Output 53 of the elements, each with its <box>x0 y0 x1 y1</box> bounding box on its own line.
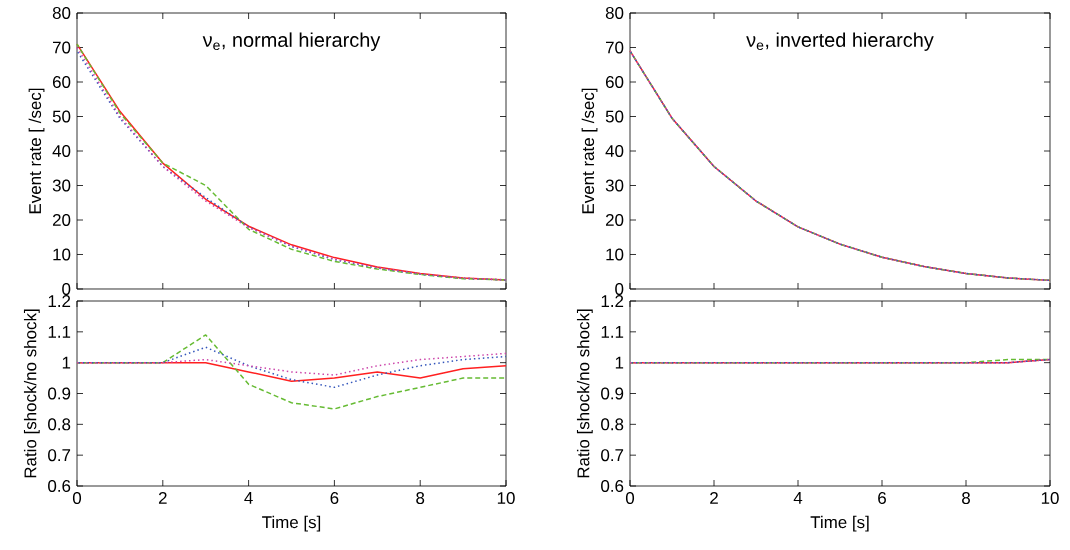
y-tick-label: 0.9 <box>601 387 624 400</box>
y-tick-label: 80 <box>605 7 624 19</box>
y-tick-label: 0.8 <box>601 418 624 431</box>
y-tick-label: 20 <box>605 214 624 226</box>
x-axis-title: Time [s] <box>810 515 869 532</box>
y-tick-label: 40 <box>605 145 624 157</box>
y-tick-label: 0.6 <box>601 480 624 492</box>
y-tick-label: 1 <box>615 356 624 369</box>
y-tick-label: 70 <box>52 41 71 54</box>
x-tick-label: 10 <box>497 492 515 505</box>
y-tick-label: 60 <box>52 76 71 88</box>
y-axis-title: Event rate [ /sec] <box>28 88 45 214</box>
x-tick-label: 4 <box>793 492 803 504</box>
y-tick-label: 40 <box>52 145 71 157</box>
y-tick-label: 0.6 <box>48 480 71 492</box>
y-tick-label: 0.7 <box>48 449 71 462</box>
y-tick-label: 1 <box>62 356 71 369</box>
y-tick-label: 0.7 <box>601 449 624 462</box>
x-tick-label: 6 <box>330 492 339 505</box>
y-axis-title: Event rate [ /sec] <box>581 88 598 214</box>
x-tick-label: 6 <box>878 492 886 505</box>
y-tick-label: 50 <box>52 110 71 123</box>
y-tick-label: 0.9 <box>48 387 71 400</box>
y-tick-label: 10 <box>606 248 624 261</box>
x-axis-title: Time [s] <box>262 515 321 532</box>
y-tick-label: 0.8 <box>48 418 71 431</box>
y-tick-label: 20 <box>52 214 71 226</box>
y-tick-label: 70 <box>606 41 624 54</box>
y-tick-label: 10 <box>53 248 71 261</box>
y-tick-label: 0 <box>62 283 71 295</box>
text: ν$_{e}$, normal hierarchy <box>202 32 381 51</box>
x-tick-label: 0 <box>625 492 635 505</box>
line-series <box>629 50 1051 282</box>
x-tick-label: 10 <box>1041 492 1059 505</box>
x-tick-label: 8 <box>416 492 425 505</box>
x-tick-label: 0 <box>72 492 82 505</box>
y-tick-label: 50 <box>605 110 624 123</box>
y-tick-label: 60 <box>605 76 624 88</box>
x-tick-label: 8 <box>962 492 970 505</box>
y-tick-label: 30 <box>605 179 624 192</box>
y-tick-label: 0 <box>615 283 624 295</box>
y-axis-title: Ratio [shock/no shock] <box>23 309 40 478</box>
y-tick-label: 1.2 <box>48 295 71 307</box>
y-tick-label: 1.1 <box>601 326 624 338</box>
y-axis-title: Ratio [shock/no shock] <box>576 309 593 478</box>
y-tick-label: 30 <box>52 179 71 192</box>
y-tick-label: 1.2 <box>601 295 624 307</box>
x-tick-label: 2 <box>158 492 167 504</box>
y-tick-label: 1.1 <box>48 326 71 338</box>
x-tick-label: 2 <box>710 492 718 504</box>
text: ν$_{e}$, inverted hierarchy <box>746 32 934 51</box>
x-tick-label: 4 <box>244 492 253 504</box>
y-tick-label: 80 <box>52 7 71 19</box>
